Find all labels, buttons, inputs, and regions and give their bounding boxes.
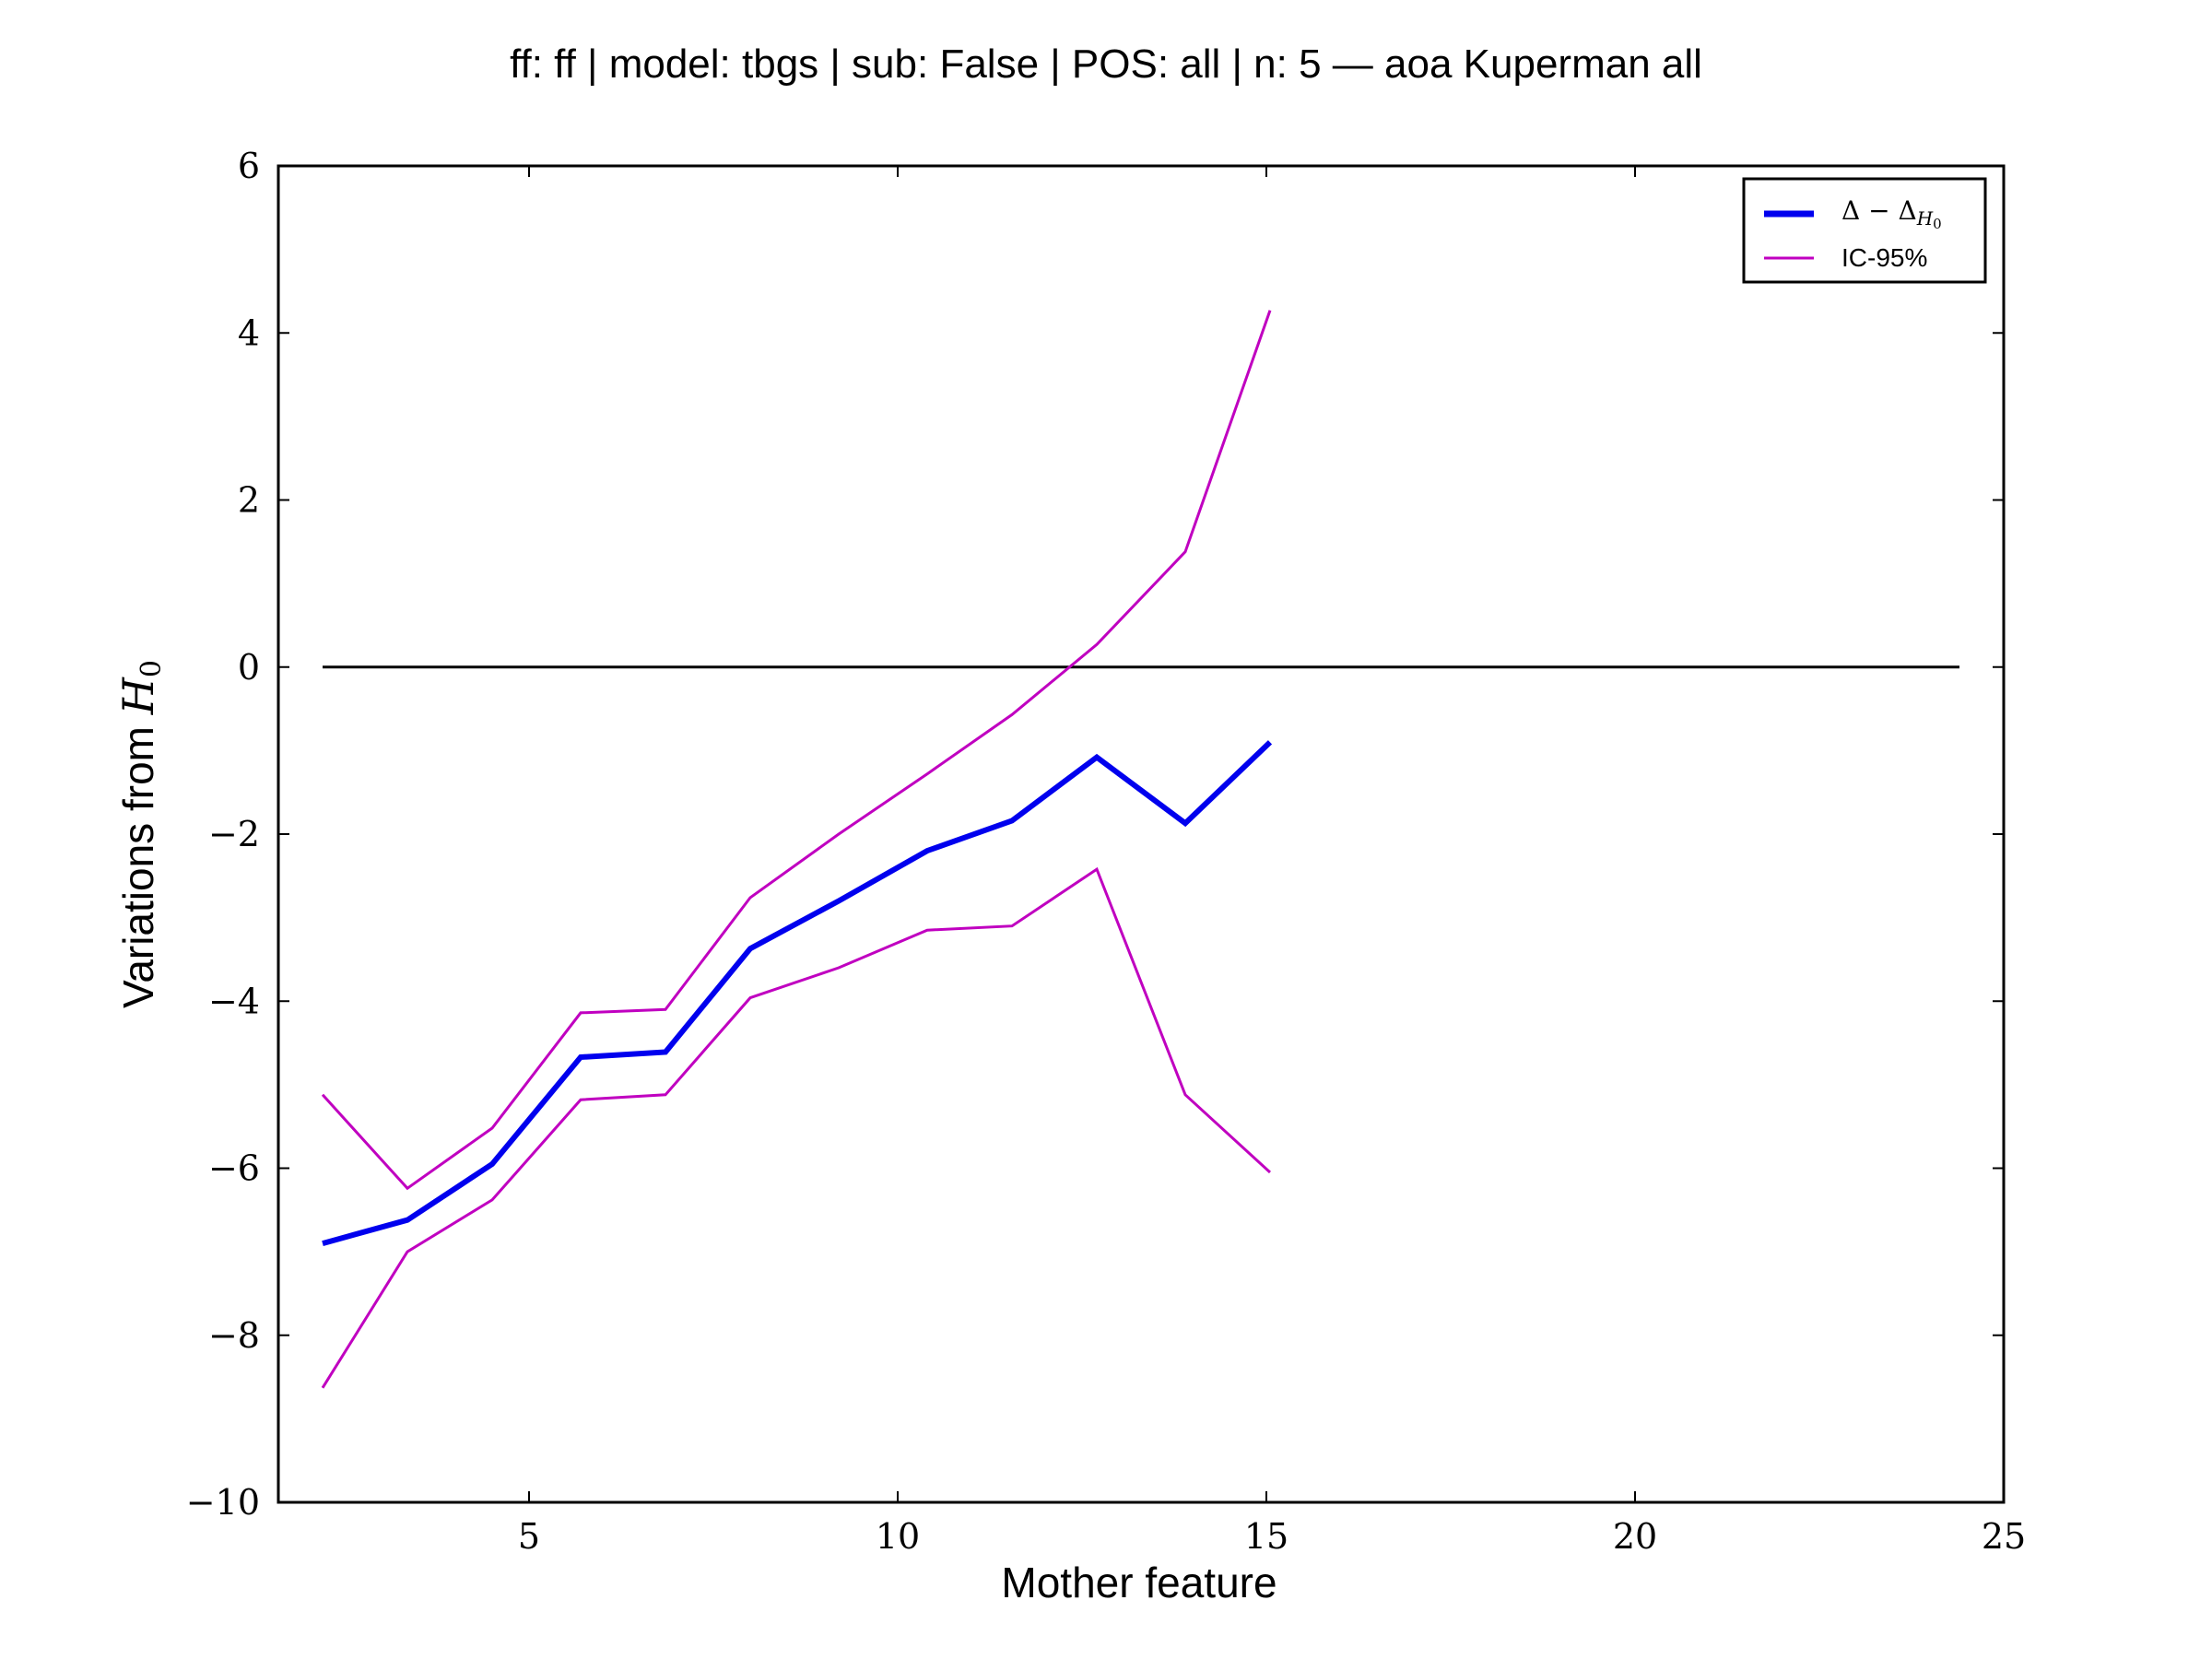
x-tick-label: 10 [876, 1516, 920, 1557]
x-tick-label: 25 [1982, 1516, 2026, 1557]
y-tick-label: −6 [208, 1148, 260, 1189]
axis-ticks [278, 165, 2005, 1503]
y-tick-label: −2 [208, 814, 260, 854]
series-line-ci-upper [321, 310, 1272, 1191]
x-axis-label: Mother feature [1001, 1559, 1277, 1606]
y-tick-label: 0 [238, 647, 260, 688]
chart-title: ff: ff | model: tbgs | sub: False | POS:… [510, 41, 1702, 87]
series-line-delta [322, 740, 1273, 1246]
y-tick-label: 4 [238, 312, 260, 353]
x-tick-labels: 5 10 15 20 25 [518, 1516, 2026, 1557]
x-tick-label: 5 [518, 1516, 540, 1557]
y-axis-label-subscript: 0 [135, 660, 168, 677]
y-tick-labels: 6 4 2 0 −2 −4 −6 −8 −10 [186, 146, 260, 1523]
y-axis-label-text: Variations from [114, 714, 162, 1008]
legend-delta-subsub: 0 [1933, 216, 1942, 232]
series-line-ci-lower [321, 866, 1272, 1389]
plot-area [321, 310, 1959, 1389]
y-axis-label: Variations from H0 [113, 660, 168, 1008]
y-tick-label: 2 [238, 480, 260, 521]
x-tick-label: 15 [1244, 1516, 1288, 1557]
legend: Δ − ΔH0 IC-95% [1742, 177, 1987, 284]
y-tick-label: −4 [208, 981, 260, 1021]
legend-box [1742, 177, 1987, 284]
legend-delta-main: Δ − Δ [1841, 195, 1917, 226]
x-tick-label: 20 [1613, 1516, 1657, 1557]
legend-ci-label: IC-95% [1841, 243, 1927, 272]
y-tick-label: 6 [238, 146, 260, 186]
legend-delta-label: Δ − ΔH0 [1841, 195, 1942, 232]
legend-delta-sub: H [1916, 207, 1934, 229]
y-axis-label-symbol: H [113, 677, 163, 715]
y-tick-label: −10 [186, 1482, 260, 1523]
y-tick-label: −8 [208, 1315, 260, 1356]
